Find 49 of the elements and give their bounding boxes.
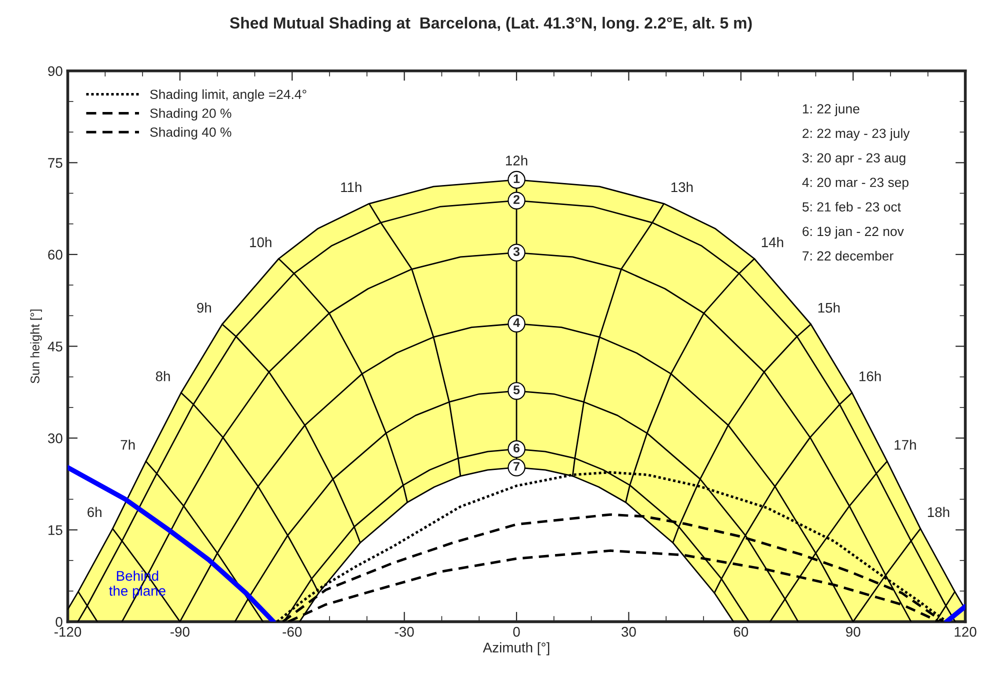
annotation: 13h: [671, 182, 693, 192]
chart-title: Shed Mutual Shading at Barcelona, (Lat. 41.3°N, long. 2.2°E, alt. 5 m): [230, 16, 752, 32]
annotation: 6: 19 jan - 22 nov: [802, 226, 904, 239]
annotation: 2: 22 may - 23 july: [802, 128, 910, 141]
x-tick-label: -90: [170, 626, 190, 637]
x-tick-label: 120: [954, 626, 976, 637]
annotation: 8h: [156, 371, 170, 382]
annotation: 4: 20 mar - 23 sep: [802, 178, 908, 190]
annotation: 15h: [818, 302, 840, 313]
y-tick-label: 30: [48, 433, 62, 444]
x-axis-title: Azimuth [°]: [482, 642, 550, 656]
legend-label: Shading 40 %: [150, 127, 232, 140]
series-label: 6: [514, 444, 520, 452]
annotation: 1: 22 june: [802, 104, 860, 116]
x-tick-label: 90: [846, 626, 860, 637]
x-tick-label: 0: [513, 626, 520, 637]
y-tick-label: 60: [48, 250, 62, 260]
annotation: 12h: [506, 155, 528, 166]
y-tick-label: 90: [48, 66, 62, 76]
series-label: 3: [513, 247, 520, 256]
annotation: 6h: [88, 506, 102, 518]
annotation: 17h: [894, 440, 916, 450]
x-tick-label: -30: [394, 626, 414, 637]
x-tick-label: -120: [54, 626, 82, 637]
series-label: 5: [513, 386, 520, 394]
legend-label: Shading limit, angle =24.4°: [150, 89, 306, 102]
annotation: 18h: [928, 506, 950, 518]
x-tick-label: -60: [282, 626, 302, 637]
annotation: 9h: [197, 302, 211, 313]
y-tick-label: 75: [48, 158, 62, 168]
y-tick-label: 15: [48, 525, 62, 536]
series-label: 4: [513, 318, 520, 327]
x-tick-label: 60: [734, 626, 748, 637]
y-tick-label: 0: [56, 617, 62, 627]
annotation: 11h: [341, 182, 362, 192]
annotation: 14h: [762, 237, 784, 248]
legend-label: Shading 20 %: [150, 108, 232, 121]
series-label: 2: [513, 195, 520, 204]
x-tick-label: 30: [622, 626, 636, 637]
annotation: 5: 21 feb - 23 oct: [802, 202, 901, 212]
annotation: 7: 22 december: [802, 250, 894, 261]
y-tick-label: 45: [48, 342, 62, 352]
series-label: 1: [514, 174, 520, 184]
series-label: 7: [514, 462, 520, 471]
annotation: 10h: [250, 237, 272, 248]
annotation: 7h: [120, 440, 135, 450]
annotation: 16h: [860, 371, 881, 382]
y-axis-title: Sun height [°]: [30, 310, 42, 384]
annotation: 3: 20 apr - 23 aug: [802, 153, 906, 166]
